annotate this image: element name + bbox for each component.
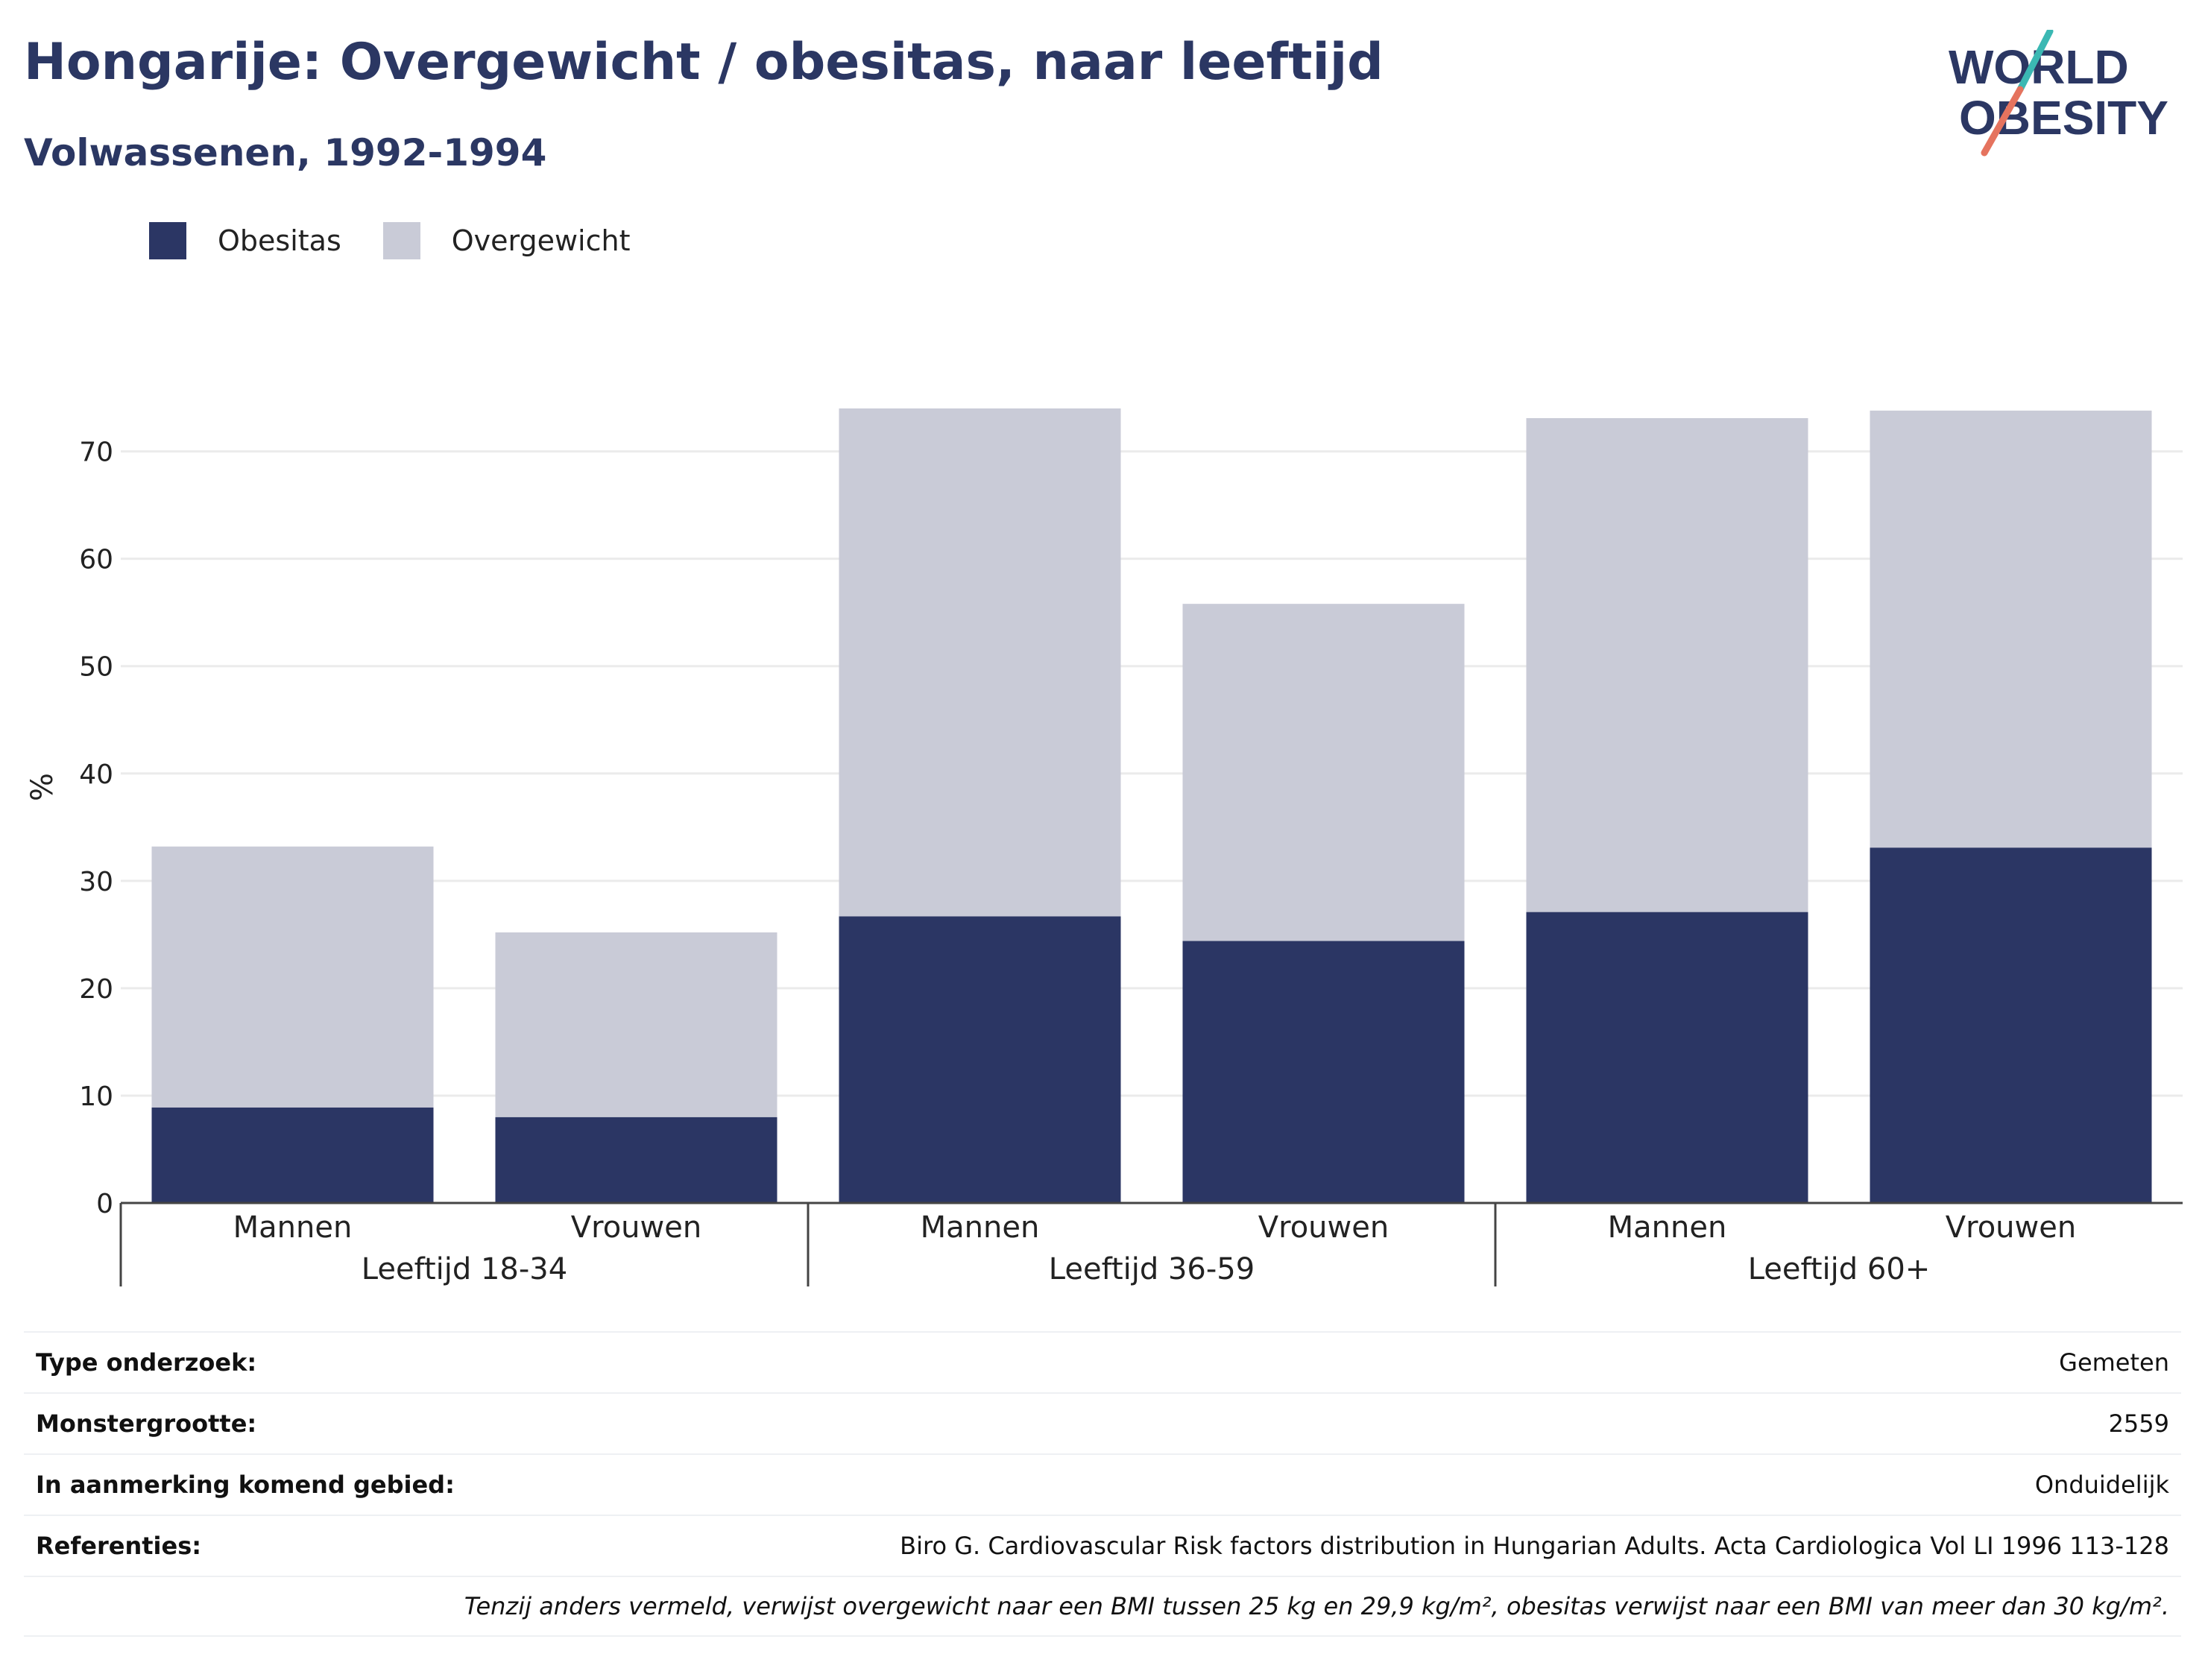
- y-tick-label: 50: [79, 652, 113, 683]
- chart-legend: Obesitas Overgewicht: [149, 222, 672, 259]
- legend-label-obesitas: Obesitas: [218, 224, 341, 257]
- bar-obesitas: [839, 916, 1121, 1203]
- y-axis-label: %: [25, 773, 60, 801]
- bar-obesitas: [1870, 847, 2152, 1203]
- footnote: Tenzij anders vermeld, verwijst overgewi…: [464, 1592, 2169, 1620]
- y-tick-label: 30: [79, 867, 113, 897]
- world-obesity-logo: WORLD OBESITY: [1949, 30, 2168, 157]
- info-key: In aanmerking komend gebied:: [36, 1471, 455, 1499]
- page-subtitle: Volwassenen, 1992-1994: [24, 131, 547, 174]
- group-label: Leeftijd 36-59: [1049, 1252, 1255, 1286]
- bar-obesitas: [1182, 941, 1465, 1203]
- page-title: Hongarije: Overgewicht / obesitas, naar …: [24, 33, 1384, 92]
- info-table: Type onderzoek: Gemeten Monstergrootte: …: [24, 1331, 2181, 1637]
- legend-swatch-overgewicht: [382, 222, 420, 259]
- bar-obesitas: [151, 1107, 434, 1203]
- info-value: Gemeten: [2059, 1348, 2169, 1377]
- x-tick-label: Mannen: [233, 1210, 353, 1245]
- x-tick-label: Vrouwen: [1946, 1210, 2076, 1245]
- y-tick-label: 0: [96, 1189, 113, 1219]
- footnote-row: Tenzij anders vermeld, verwijst overgewi…: [24, 1576, 2181, 1637]
- x-tick-label: Mannen: [1608, 1210, 1727, 1245]
- bar-chart: 0 10 20 30 40 50 60 70% Mannen Vrouwen Mannen Vrouw…: [25, 408, 2183, 1286]
- legend-item-overgewicht[interactable]: Overgewicht: [382, 222, 631, 259]
- info-row: Monstergrootte: 2559: [24, 1392, 2181, 1453]
- x-tick-label: Vrouwen: [571, 1210, 701, 1245]
- y-tick-label: 70: [79, 438, 113, 468]
- info-row: In aanmerking komend gebied: Onduidelijk: [24, 1453, 2181, 1515]
- bar-overgewicht: [151, 846, 434, 1108]
- y-tick-label: 10: [79, 1081, 113, 1112]
- info-value: 2559: [2108, 1409, 2169, 1438]
- info-key: Type onderzoek:: [36, 1348, 257, 1377]
- legend-label-overgewicht: Overgewicht: [451, 224, 631, 257]
- x-tick-label: Vrouwen: [1258, 1210, 1389, 1245]
- info-key: Referenties:: [36, 1532, 202, 1560]
- bar-overgewicht: [1182, 604, 1465, 941]
- info-row: Referenties: Biro G. Cardiovascular Risk…: [24, 1515, 2181, 1576]
- y-tick-label: 20: [79, 974, 113, 1005]
- y-tick-label: 60: [79, 545, 113, 575]
- bar-overgewicht: [1870, 410, 2152, 848]
- info-value: Onduidelijk: [2034, 1471, 2169, 1499]
- info-row: Type onderzoek: Gemeten: [24, 1331, 2181, 1392]
- group-label: Leeftijd 18-34: [362, 1252, 567, 1286]
- bar-overgewicht: [1526, 417, 1808, 912]
- legend-swatch-obesitas: [149, 222, 186, 259]
- info-value: Biro G. Cardiovascular Risk factors dist…: [900, 1532, 2169, 1560]
- bar-obesitas: [1526, 912, 1808, 1203]
- group-label: Leeftijd 60+: [1748, 1252, 1931, 1286]
- info-key: Monstergrootte:: [36, 1409, 257, 1438]
- bar-overgewicht: [495, 932, 777, 1117]
- x-tick-label: Mannen: [921, 1210, 1040, 1245]
- bar-overgewicht: [839, 408, 1121, 917]
- y-tick-label: 40: [79, 760, 113, 790]
- bar-obesitas: [495, 1117, 777, 1203]
- legend-item-obesitas[interactable]: Obesitas: [149, 222, 341, 259]
